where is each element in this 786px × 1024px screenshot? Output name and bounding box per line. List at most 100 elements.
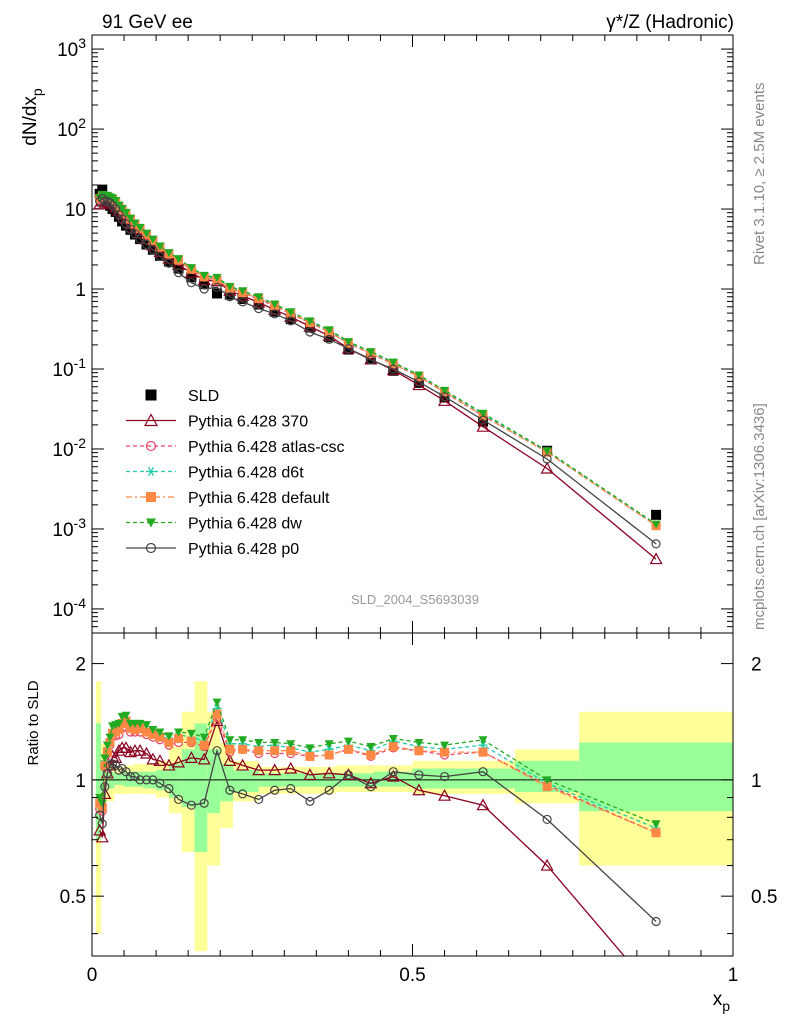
data-point [651, 520, 661, 529]
ratio-point [135, 719, 145, 728]
ratio-point [343, 770, 353, 780]
legend-marker [146, 518, 156, 528]
data-point [476, 419, 490, 432]
ratio-point [186, 736, 196, 746]
ratio-line [99, 718, 626, 956]
series-line [99, 193, 657, 525]
data-point [305, 327, 315, 337]
data-point [440, 386, 450, 395]
data-point [224, 289, 235, 300]
data-point [343, 338, 353, 347]
series-3 [95, 190, 661, 530]
ratio-point [164, 737, 174, 747]
ratio-point [212, 698, 222, 707]
data-point [414, 371, 424, 380]
data-point [212, 273, 222, 282]
legend-label: SLD [188, 388, 219, 405]
legend: SLD Pythia 6.428 370 Pythia 6.428 atlas-cs… [126, 388, 345, 558]
ratio-point [324, 740, 334, 749]
stat-band [207, 749, 221, 814]
data-point [269, 306, 280, 317]
ratio-point [438, 788, 452, 801]
stat-band [124, 771, 134, 787]
data-point [324, 332, 335, 343]
data-point [237, 294, 248, 305]
legend-item: Pythia 6.428 default [126, 490, 330, 507]
main-panel: 10-4 10-3 10-2 10-1 1 10 102 103 dN/dxp [20, 34, 734, 634]
ratio-x-tick-label: 0 [87, 965, 98, 986]
y-axis-label: dN/dxp [20, 88, 45, 146]
ratio-y-tick-label: 0.5 [60, 887, 86, 908]
ratio-point [270, 785, 280, 795]
ratio-point [286, 746, 296, 756]
legend-label: Pythia 6.428 d6t [188, 465, 304, 482]
series-6 [95, 194, 661, 549]
ratio-point [254, 746, 264, 756]
ratio-point [174, 728, 184, 737]
ratio-point [414, 770, 424, 780]
ratio-point [105, 733, 115, 742]
ratio-point [388, 742, 398, 752]
ratio-point [172, 755, 186, 768]
ratio-point [270, 738, 280, 747]
ratio-point [199, 740, 209, 750]
data-point [651, 539, 661, 549]
data-point [270, 300, 280, 309]
stat-band [220, 763, 234, 802]
data-point [164, 249, 174, 258]
ratio-point [238, 789, 248, 799]
ratio-point [102, 747, 112, 757]
ratio-point [95, 810, 105, 820]
ratio-point [324, 785, 334, 795]
data-point [141, 239, 152, 250]
ratio-point [305, 744, 315, 753]
header-left-title: 91 GeV ee [102, 12, 193, 33]
data-point [186, 264, 196, 273]
y-tick-label: 103 [57, 35, 86, 61]
series-2 [95, 191, 661, 531]
legend-label: Pythia 6.428 default [188, 490, 330, 507]
ratio-point [540, 858, 554, 871]
data-point [254, 293, 264, 302]
ratio-point [651, 916, 661, 927]
y-tick-label: 10-4 [52, 595, 86, 621]
stat-band [194, 723, 208, 853]
legend-item: SLD [145, 388, 219, 405]
ratio-point [102, 741, 112, 750]
ratio-point [146, 752, 160, 765]
ratio-y-tick-label-right: 0.5 [751, 887, 777, 908]
data-point [324, 334, 334, 344]
data-point [286, 316, 296, 326]
ratio-point [414, 746, 424, 756]
ratio-y-axis-label: Ratio to SLD [25, 680, 42, 765]
ratio-point [95, 830, 109, 843]
data-point [366, 355, 376, 365]
legend-marker [143, 413, 159, 427]
ratio-point [343, 744, 353, 754]
ratio-line [99, 715, 657, 834]
stat-band [181, 749, 195, 808]
data-point [388, 358, 398, 367]
legend-label: Pythia 6.428 atlas-csc [188, 439, 345, 456]
data-point [135, 234, 145, 244]
ratio-y-tick-label: 2 [75, 655, 86, 676]
ratio-point [98, 787, 112, 799]
legend-marker [146, 466, 156, 477]
ratio-plot-area [92, 681, 733, 956]
legend-item: Pythia 6.428 atlas-csc [126, 439, 345, 456]
ratio-point [173, 794, 184, 805]
ratio-point [164, 732, 174, 741]
ratio-point [139, 746, 153, 759]
data-point [238, 297, 248, 307]
ratio-point [155, 732, 165, 742]
ratio-point [322, 766, 336, 779]
series-line [99, 194, 657, 527]
series-0 [94, 184, 662, 520]
ratio-x-tick-label: 1 [728, 965, 739, 986]
data-point [343, 343, 353, 354]
legend-item: Pythia 6.428 d6t [126, 465, 304, 482]
ratio-y-tick-label: 1 [75, 771, 86, 792]
data-point [211, 288, 222, 299]
data-point [174, 255, 184, 264]
